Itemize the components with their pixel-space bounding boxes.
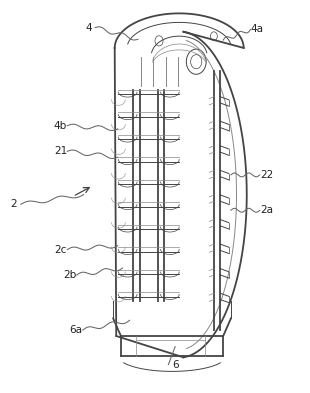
Text: 4a: 4a [251, 24, 264, 35]
Text: 2a: 2a [260, 205, 273, 215]
Text: 2c: 2c [54, 244, 67, 255]
Text: 6a: 6a [69, 325, 82, 335]
Text: 21: 21 [54, 146, 67, 156]
Text: 2b: 2b [63, 270, 76, 280]
Text: 6: 6 [172, 360, 179, 370]
Text: 2: 2 [11, 199, 17, 209]
Text: 4: 4 [85, 22, 92, 33]
Text: 4b: 4b [54, 121, 67, 131]
Text: 22: 22 [260, 170, 273, 180]
